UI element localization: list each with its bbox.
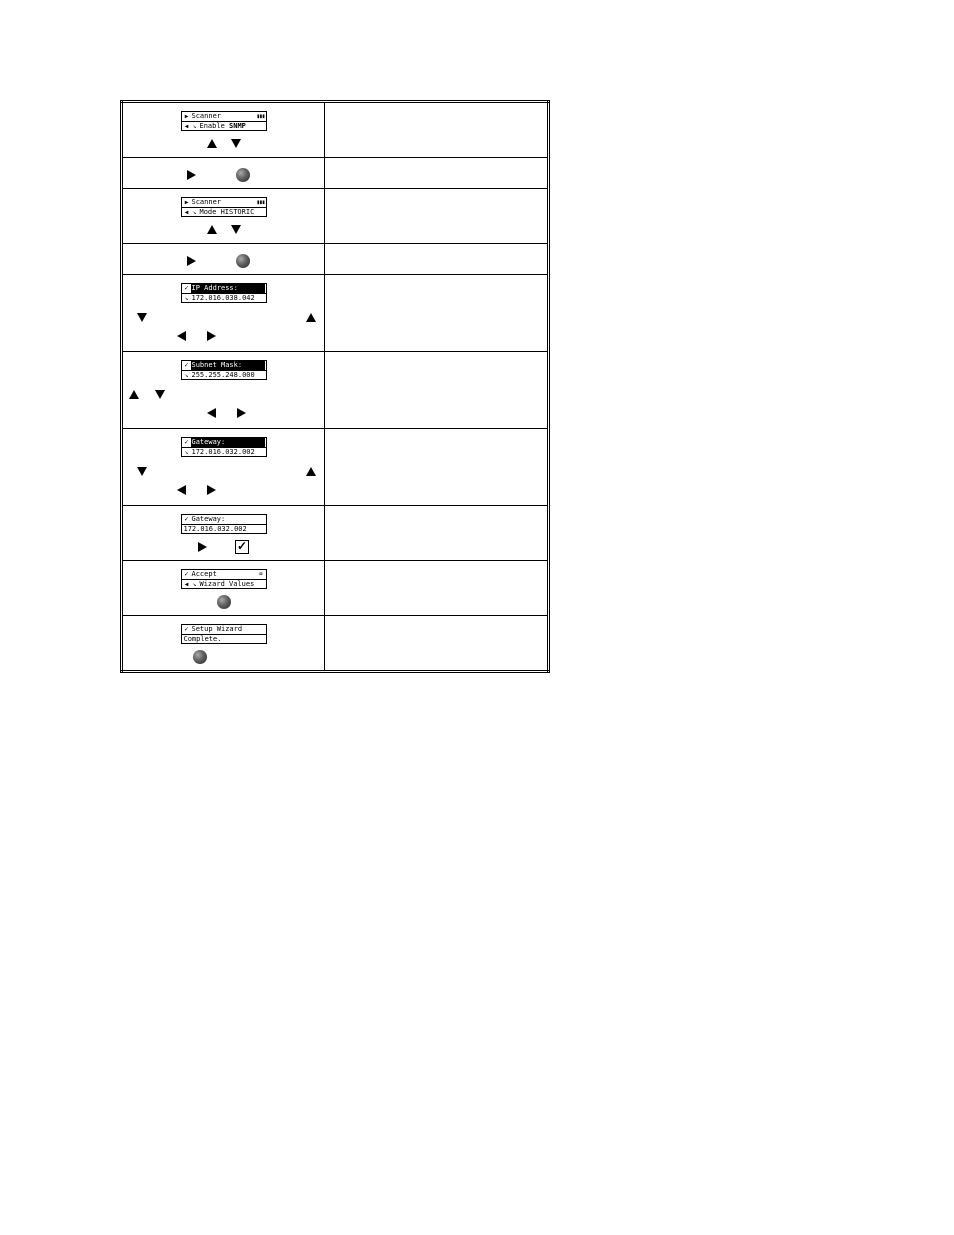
right-cell (325, 189, 549, 244)
right-cell (325, 244, 549, 275)
down-arrow-icon[interactable] (137, 467, 147, 476)
left-cell: Subnet Mask:255.255.248.000 (122, 352, 325, 429)
table-row: Gateway:172.016.032.002 (122, 429, 549, 506)
down-arrow-icon[interactable] (231, 139, 241, 148)
ip-nav-controls (127, 384, 320, 424)
confirm-controls (127, 538, 320, 556)
arrow-controls (127, 135, 320, 153)
lcd-screen: Setup WizardComplete. (181, 624, 267, 644)
right-arrow-icon[interactable] (187, 256, 196, 266)
table-row: AcceptWizard Values (122, 561, 549, 616)
check-icon[interactable] (235, 540, 249, 554)
table-row (122, 244, 549, 275)
right-arrow-icon[interactable] (207, 485, 216, 495)
right-cell (325, 158, 549, 189)
left-cell: Gateway:172.016.032.002 (122, 506, 325, 561)
left-arrow-icon[interactable] (177, 485, 186, 495)
down-arrow-icon[interactable] (231, 225, 241, 234)
left-arrow-icon[interactable] (207, 408, 216, 418)
down-arrow-icon[interactable] (137, 313, 147, 322)
right-cell (325, 506, 549, 561)
enter-control (127, 648, 320, 666)
right-cell (325, 352, 549, 429)
enter-button-icon[interactable] (193, 650, 207, 664)
left-cell (122, 244, 325, 275)
lcd-screen: Gateway:172.016.032.002 (181, 437, 267, 457)
ip-nav-controls (127, 461, 320, 501)
right-arrow-icon[interactable] (207, 331, 216, 341)
right-cell (325, 616, 549, 672)
left-cell: Scanner▮▮▮Enable SNMP (122, 102, 325, 158)
table-row: Gateway:172.016.032.002 (122, 506, 549, 561)
enter-button-icon[interactable] (217, 595, 231, 609)
lcd-screen: AcceptWizard Values (181, 569, 267, 589)
up-arrow-icon[interactable] (207, 225, 217, 234)
right-cell (325, 429, 549, 506)
nav-row (127, 166, 320, 184)
table-row: Subnet Mask:255.255.248.000 (122, 352, 549, 429)
enter-control (127, 593, 320, 611)
up-arrow-icon[interactable] (306, 313, 316, 322)
left-cell (122, 158, 325, 189)
enter-button-icon[interactable] (236, 168, 250, 182)
left-cell: Scanner▮▮▮Mode HISTORIC (122, 189, 325, 244)
table-row: Scanner▮▮▮Mode HISTORIC (122, 189, 549, 244)
down-arrow-icon[interactable] (155, 390, 165, 399)
right-arrow-icon[interactable] (237, 408, 246, 418)
right-cell (325, 102, 549, 158)
left-cell: Gateway:172.016.032.002 (122, 429, 325, 506)
right-cell (325, 275, 549, 352)
ip-nav-controls (127, 307, 320, 347)
right-arrow-icon[interactable] (187, 170, 196, 180)
table-row: Scanner▮▮▮Enable SNMP (122, 102, 549, 158)
table-row (122, 158, 549, 189)
lcd-screen: Gateway:172.016.032.002 (181, 514, 267, 534)
left-cell: IP Address:172.016.038.042 (122, 275, 325, 352)
up-arrow-icon[interactable] (207, 139, 217, 148)
enter-button-icon[interactable] (236, 254, 250, 268)
lcd-screen: Subnet Mask:255.255.248.000 (181, 360, 267, 380)
right-cell (325, 561, 549, 616)
left-cell: Setup WizardComplete. (122, 616, 325, 672)
up-arrow-icon[interactable] (129, 390, 139, 399)
table-row: IP Address:172.016.038.042 (122, 275, 549, 352)
lcd-screen: Scanner▮▮▮Mode HISTORIC (181, 197, 267, 217)
arrow-controls (127, 221, 320, 239)
lcd-screen: Scanner▮▮▮Enable SNMP (181, 111, 267, 131)
table-row: Setup WizardComplete. (122, 616, 549, 672)
lcd-screen: IP Address:172.016.038.042 (181, 283, 267, 303)
page: Scanner▮▮▮Enable SNMP Scanner▮▮▮Mode HIST… (0, 0, 954, 1235)
right-arrow-icon[interactable] (198, 542, 207, 552)
up-arrow-icon[interactable] (306, 467, 316, 476)
left-cell: AcceptWizard Values (122, 561, 325, 616)
left-arrow-icon[interactable] (177, 331, 186, 341)
nav-row (127, 252, 320, 270)
wizard-table: Scanner▮▮▮Enable SNMP Scanner▮▮▮Mode HIST… (120, 100, 550, 673)
